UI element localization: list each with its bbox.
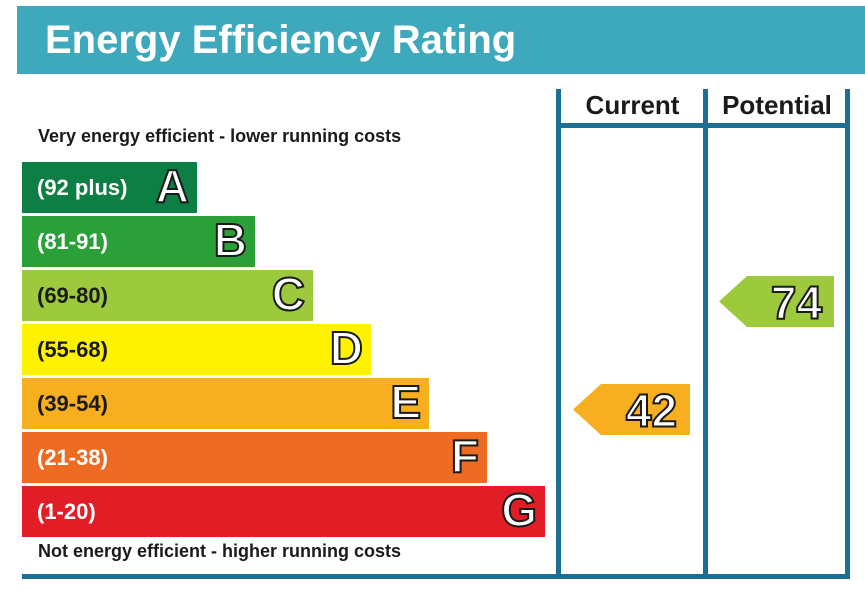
- band-range-label: (69-80): [37, 283, 108, 308]
- band-range-label: (39-54): [37, 391, 108, 416]
- potential-rating-arrow: 74: [719, 276, 834, 330]
- frame-line-middle: [703, 89, 708, 579]
- band-letter: E: [389, 376, 422, 429]
- page-title: Energy Efficiency Rating: [45, 18, 517, 62]
- band-d: (55-68) D: [22, 322, 371, 375]
- top-note: Very energy efficient - lower running co…: [38, 126, 402, 146]
- current-rating-arrow-value: 42: [626, 385, 677, 437]
- band-range-label: (55-68): [37, 337, 108, 362]
- band-f: (21-38) F: [22, 430, 487, 483]
- current-rating-arrow-shape: [573, 384, 690, 435]
- band-letter: D: [329, 322, 364, 375]
- band-e: (39-54) E: [22, 376, 429, 429]
- band-g: (1-20) G: [22, 484, 545, 537]
- frame-line-header: [556, 123, 850, 128]
- frame-line-bottom: [22, 574, 850, 579]
- band-letter: A: [155, 160, 190, 213]
- bottom-note: Not energy efficient - higher running co…: [38, 541, 402, 561]
- potential-rating-arrow-value: 74: [771, 277, 823, 329]
- band-range-label: (81-91): [37, 229, 108, 254]
- band-letter: C: [271, 268, 306, 321]
- current-column-header: Current: [585, 90, 680, 120]
- band-letter: F: [450, 430, 480, 483]
- band-c: (69-80) C: [22, 268, 313, 321]
- frame-line-right: [845, 89, 850, 579]
- frame-line-left: [556, 89, 561, 579]
- band-a: (92 plus) A: [22, 160, 197, 213]
- band-range-label: (1-20): [37, 499, 96, 524]
- potential-column-header: Potential: [722, 90, 832, 120]
- header-bar: Energy Efficiency Rating: [17, 6, 865, 74]
- band-range-label: (21-38): [37, 445, 108, 470]
- current-rating-arrow: 42: [573, 384, 690, 438]
- band-b: (81-91) B: [22, 214, 255, 267]
- band-letter: B: [213, 214, 248, 267]
- band-range-label: (92 plus): [37, 175, 128, 200]
- potential-rating-arrow-shape: [719, 276, 834, 327]
- band-letter: G: [500, 484, 538, 537]
